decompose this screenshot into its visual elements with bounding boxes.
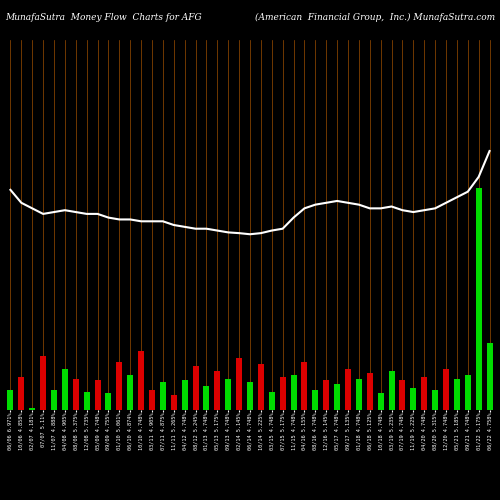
Bar [204,386,210,410]
Bar [334,384,340,410]
Bar [443,370,449,410]
Bar [486,344,492,410]
Bar [138,351,144,410]
Bar [225,378,231,410]
Bar [302,362,308,410]
Bar [116,362,122,410]
Bar [258,364,264,410]
Bar [476,188,482,410]
Bar [171,395,177,410]
Text: MunafaSutra  Money Flow  Charts for AFG: MunafaSutra Money Flow Charts for AFG [5,12,202,22]
Bar [127,375,133,410]
Bar [84,392,89,410]
Bar [236,358,242,410]
Bar [192,366,198,410]
Bar [160,382,166,410]
Bar [269,392,275,410]
Bar [62,370,68,410]
Bar [214,371,220,410]
Bar [280,376,285,410]
Bar [421,376,427,410]
Bar [465,375,471,410]
Bar [400,380,406,410]
Bar [149,390,155,410]
Bar [432,390,438,410]
Bar [323,380,329,410]
Bar [454,378,460,410]
Bar [8,390,14,410]
Bar [345,370,351,410]
Bar [182,380,188,410]
Text: (American  Financial Group,  Inc.) MunafaSutra.com: (American Financial Group, Inc.) MunafaS… [255,12,495,22]
Bar [73,378,79,410]
Bar [312,390,318,410]
Bar [367,373,373,410]
Bar [356,378,362,410]
Bar [378,394,384,410]
Bar [94,380,100,410]
Bar [40,356,46,410]
Bar [410,388,416,410]
Bar [18,376,24,410]
Bar [247,382,253,410]
Bar [388,371,394,410]
Bar [290,375,296,410]
Bar [29,408,35,410]
Bar [51,390,57,410]
Bar [106,394,112,410]
